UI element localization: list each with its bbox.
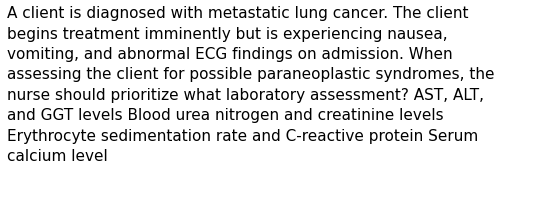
Text: A client is diagnosed with metastatic lung cancer. The client
begins treatment i: A client is diagnosed with metastatic lu…: [7, 6, 495, 164]
